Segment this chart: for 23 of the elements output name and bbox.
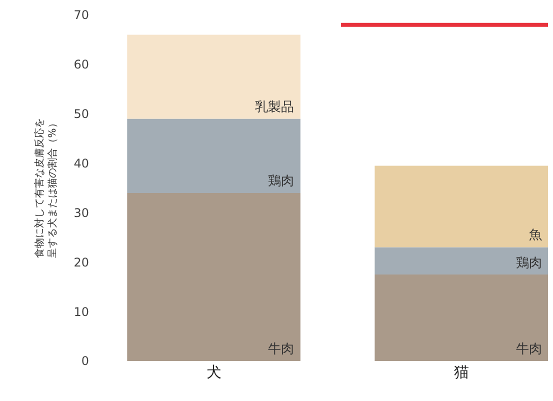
y-axis-title: 食物に対して有害な皮膚反応を呈する犬または猫の割合（%） [34,118,59,258]
series-label: 魚 [529,228,542,243]
y-tick-label: 30 [74,206,89,220]
text: 牛肉 [516,342,542,357]
text: 鶏肉 [268,174,294,189]
bar [374,274,548,361]
y-tick-label: 50 [74,107,89,122]
y-tick-label: 40 [74,156,89,170]
bar [127,34,300,119]
y-tick-label: 20 [74,255,89,270]
series-label: 鶏肉 [516,256,542,271]
y-tick-label: 70 [74,8,89,22]
x-tick-label: 犬 [206,363,222,381]
bar [374,166,548,248]
bar [374,247,548,274]
series-label: 乳製品 [255,100,294,115]
bar [127,192,300,361]
x-tick-label: 猫 [454,363,469,381]
series-label: 牛肉 [268,342,294,357]
y-tick-label: 0 [81,354,89,368]
bar [127,118,300,193]
y-tick-label: 10 [74,304,89,319]
y-tick-label: 60 [74,58,89,72]
